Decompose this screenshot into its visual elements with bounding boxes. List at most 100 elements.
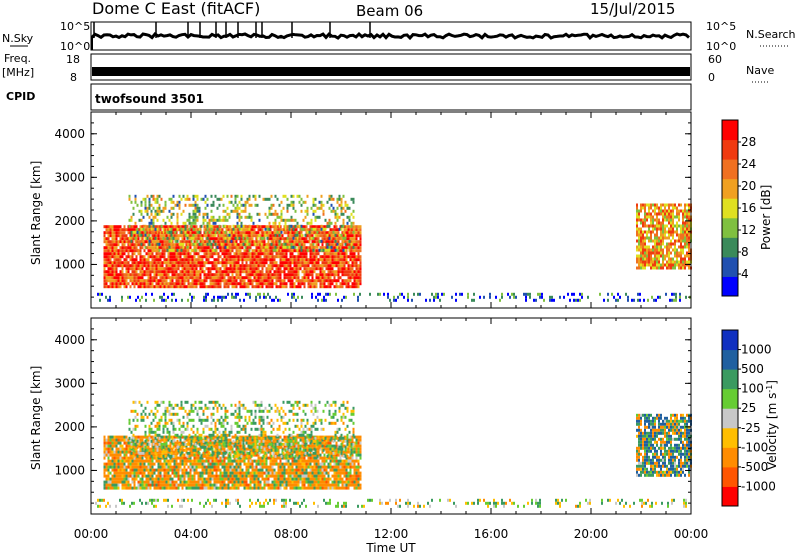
heatmap-cell: [319, 234, 322, 238]
heatmap-cell: [289, 267, 292, 271]
heatmap-cell: [670, 221, 672, 225]
heatmap-cell: [326, 221, 329, 225]
heatmap-cell: [205, 459, 208, 463]
heatmap-cell: [123, 468, 126, 472]
heatmap-cell: [132, 230, 135, 234]
heatmap-cell: [204, 218, 207, 222]
heatmap-cell: [186, 218, 189, 222]
heatmap-cell: [179, 462, 182, 466]
heatmap-cell: [211, 252, 214, 256]
heatmap-cell: [258, 233, 261, 237]
heatmap-cell: [658, 251, 660, 255]
heatmap-cell: [176, 239, 179, 243]
heatmap-cell: [152, 218, 155, 222]
heatmap-cell: [223, 276, 226, 280]
heatmap-cell: [125, 228, 128, 232]
heatmap-cell: [119, 468, 122, 472]
heatmap-cell: [143, 441, 146, 445]
heatmap-cell: [153, 468, 156, 472]
heatmap-cell: [644, 263, 646, 267]
heatmap-cell: [275, 273, 278, 277]
heatmap-cell: [173, 228, 176, 232]
heatmap-cell: [111, 225, 114, 229]
heatmap-cell: [220, 242, 223, 246]
heatmap-cell: [141, 285, 144, 289]
heatmap-cell: [197, 246, 200, 250]
heatmap-cell: [109, 255, 112, 259]
heatmap-cell: [211, 255, 214, 259]
heatmap-cell: [111, 441, 114, 445]
heatmap-cell: [167, 270, 170, 274]
heatmap-cell: [672, 212, 674, 216]
heatmap-cell: [668, 206, 670, 210]
heatmap-cell: [330, 203, 333, 207]
heatmap-cell: [192, 194, 195, 198]
heatmap-cell: [272, 212, 275, 216]
heatmap-cell: [187, 483, 190, 487]
heatmap-cell: [181, 474, 184, 478]
heatmap-cell: [251, 282, 254, 286]
heatmap-cell: [340, 212, 343, 216]
heatmap-cell: [269, 295, 271, 299]
heatmap-cell: [162, 227, 165, 231]
heatmap-cell: [357, 231, 360, 235]
heatmap-cell: [328, 197, 331, 201]
heatmap-cell: [211, 279, 214, 283]
heatmap-cell: [229, 282, 232, 286]
heatmap-cell: [331, 228, 334, 232]
heatmap-cell: [357, 298, 359, 302]
heatmap-cell: [123, 477, 126, 481]
heatmap-cell: [295, 264, 298, 268]
heatmap-cell: [319, 282, 322, 286]
heatmap-cell: [357, 249, 360, 253]
heatmap-cell: [525, 292, 527, 296]
heatmap-cell: [143, 483, 146, 487]
heatmap-cell: [144, 230, 147, 234]
heatmap-cell: [139, 456, 142, 460]
heatmap-cell: [149, 267, 152, 271]
heatmap-cell: [245, 234, 248, 238]
heatmap-cell: [289, 285, 292, 289]
heatmap-cell: [172, 248, 175, 252]
heatmap-cell: [642, 236, 644, 240]
heatmap-cell: [196, 230, 199, 234]
heatmap-cell: [299, 261, 302, 265]
heatmap-cell: [345, 285, 348, 289]
heatmap-cell: [154, 209, 157, 213]
heatmap-cell: [237, 267, 240, 271]
heatmap-cell: [170, 242, 173, 246]
heatmap-cell: [259, 249, 262, 253]
heatmap-cell: [148, 215, 151, 219]
heatmap-cell: [244, 200, 247, 204]
heatmap-cell: [353, 237, 356, 241]
heatmap-cell: [117, 240, 120, 244]
heatmap-cell: [235, 252, 238, 256]
heatmap-cell: [151, 450, 154, 454]
heatmap-cell: [183, 273, 186, 277]
heatmap-cell: [660, 203, 662, 207]
heatmap-cell: [167, 480, 170, 484]
heatmap-cell: [332, 230, 335, 234]
heatmap-cell: [188, 197, 191, 201]
heatmap-cell: [145, 261, 148, 265]
heatmap-cell: [115, 456, 118, 460]
heatmap-cell: [137, 471, 140, 475]
heatmap-cell: [325, 258, 328, 262]
heatmap-cell: [131, 477, 134, 481]
heatmap-cell: [156, 239, 159, 243]
heatmap-cell: [135, 279, 138, 283]
heatmap-cell: [351, 255, 354, 259]
heatmap-cell: [205, 456, 208, 460]
heatmap-cell: [225, 249, 228, 253]
heatmap-cell: [329, 267, 332, 271]
heatmap-cell: [257, 264, 260, 268]
heatmap-cell: [211, 453, 214, 457]
heatmap-cell: [293, 267, 296, 271]
heatmap-cell: [219, 237, 222, 241]
heatmap-cell: [191, 483, 194, 487]
heatmap-cell: [139, 465, 142, 469]
heatmap-cell: [333, 285, 336, 289]
heatmap-cell: [329, 252, 332, 256]
heatmap-cell: [197, 255, 200, 259]
heatmap-cell: [640, 218, 642, 222]
